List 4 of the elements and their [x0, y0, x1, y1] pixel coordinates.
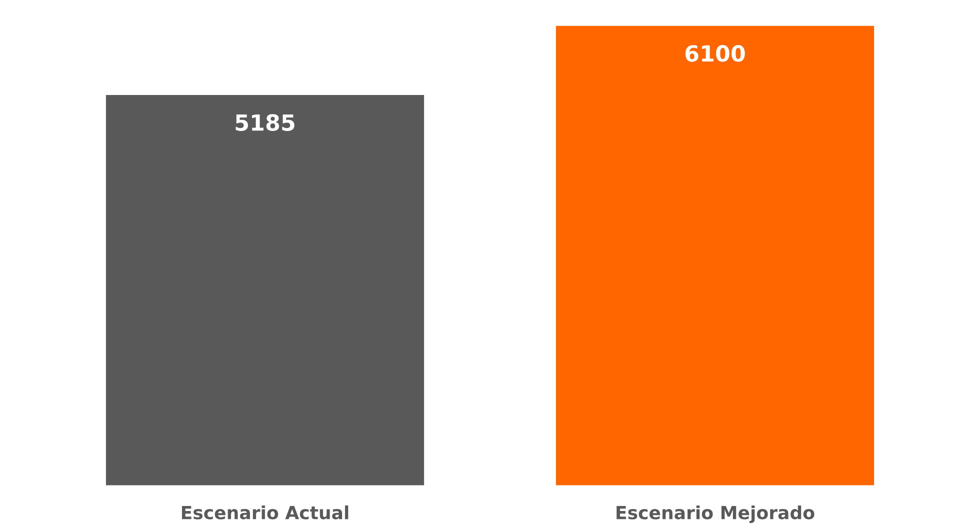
data-label: 5185 — [236, 114, 294, 131]
x-tick-label: Escenario Actual — [182, 505, 348, 520]
data-label: 6100 — [685, 45, 745, 62]
x-tick-label: Escenario Mejorado — [616, 505, 814, 524]
